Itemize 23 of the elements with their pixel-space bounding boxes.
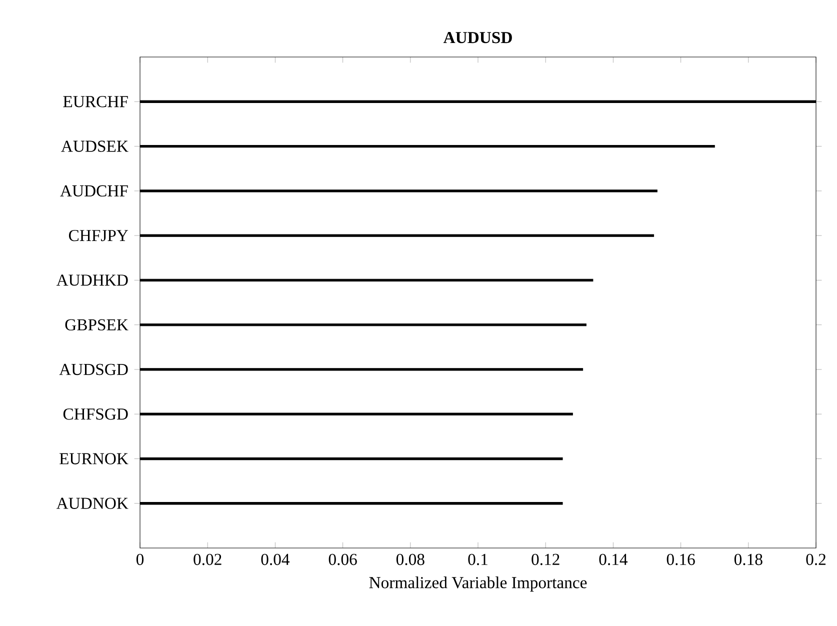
y-tick-label: EURNOK (60, 453, 128, 464)
x-axis-title: Normalized Variable Importance (369, 576, 587, 592)
x-tick-label: 0.18 (734, 554, 762, 566)
x-tick-label: 0.14 (599, 554, 628, 566)
x-tick-label: 0.2 (806, 554, 826, 566)
x-tick-label: 0.08 (396, 554, 424, 566)
x-tick-label: 0 (136, 554, 144, 566)
y-tick-label: EURCHF (63, 96, 128, 108)
y-tick-label: CHFJPY (68, 230, 128, 242)
x-tick-label: 0.1 (468, 554, 488, 566)
x-tick-label: 0.02 (194, 554, 222, 566)
y-tick-label: GBPSEK (65, 319, 128, 330)
y-tick-label: AUDSGD (59, 364, 128, 376)
y-tick-label: AUDCHF (60, 185, 128, 197)
x-tick-label: 0.04 (261, 554, 290, 566)
y-tick-label: AUDSEK (61, 140, 128, 152)
y-tick-label: AUDHKD (56, 274, 128, 286)
x-tick-label: 0.06 (328, 554, 357, 566)
y-tick-label: CHFSGD (63, 408, 128, 420)
y-tick-label: AUDNOK (56, 498, 128, 509)
x-tick-label: 0.16 (666, 554, 695, 566)
chart-title: AUDUSD (443, 32, 512, 44)
x-tick-label: 0.12 (532, 554, 560, 566)
